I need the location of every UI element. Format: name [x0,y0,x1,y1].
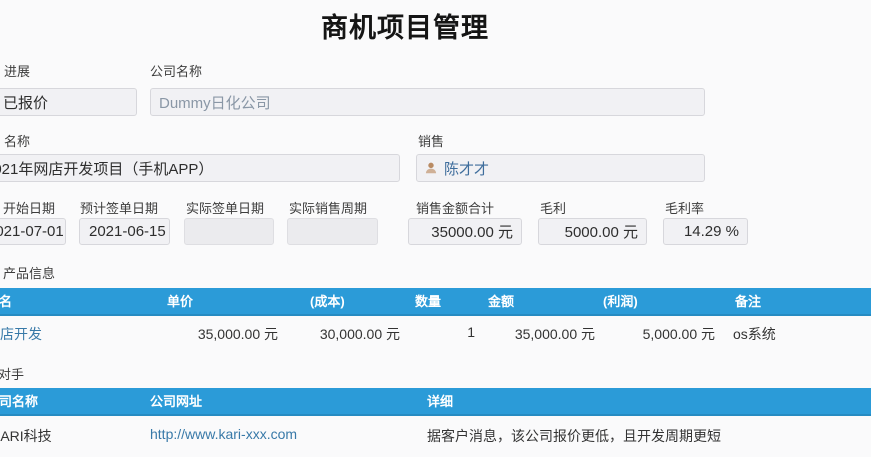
actual-sign-date-label: 实际签单日期 [186,201,265,216]
competitor-name: KARI科技 [0,428,52,444]
actual-sales-cycle-label: 实际销售周期 [289,201,368,216]
gross-margin-value: 14.29 % [683,223,739,240]
product-col-cost: (成本) [310,294,345,309]
product-col-name: 品名 [0,294,13,309]
gross-profit-label: 毛利 [540,201,567,216]
company-name-input[interactable]: Dummy日化公司 [150,88,705,116]
actual-sales-cycle-input[interactable] [287,218,378,245]
gross-margin-input[interactable]: 14.29 % [663,218,748,245]
product-table-header: 品名 单价 (成本) 数量 金额 (利润) 备注 [0,288,871,316]
start-date-label: 开始日期 [3,201,56,216]
product-col-profit: (利润) [603,294,638,309]
company-name-label: 公司名称 [150,64,203,79]
gross-profit-value: 5000.00 元 [564,224,638,241]
actual-sign-date-input[interactable] [184,218,274,245]
sales-input[interactable]: 陈才才 [416,154,705,182]
project-name-input[interactable]: 2021年网店开发项目（手机APP） [0,154,400,182]
product-note: os系统 [733,326,776,342]
person-icon [424,161,438,175]
product-col-amount: 金额 [488,294,515,309]
competitor-col-url: 公司网址 [150,394,203,409]
product-profit: 5,000.00 元 [642,326,715,342]
sales-value[interactable]: 陈才才 [444,160,490,178]
page-title: 商机项目管理 [321,13,489,43]
sales-label: 销售 [418,134,445,149]
start-date-value: 2021-07-01 [0,223,64,240]
product-qty: 1 [467,324,475,340]
competitor-detail: 据客户消息，该公司报价更低，且开发周期更短 [427,428,721,444]
product-section-title: 产品信息 [3,266,56,281]
product-col-note: 备注 [735,294,762,309]
sales-amount-total-input[interactable]: 35000.00 元 [408,218,522,245]
gross-profit-input[interactable]: 5000.00 元 [538,218,647,245]
project-name-value: 2021年网店开发项目（手机APP） [0,160,214,178]
progress-input[interactable]: 已报价 [0,88,137,116]
competitor-url-link[interactable]: http://www.kari-xxx.com [150,426,298,442]
competitor-col-detail: 详细 [427,394,454,409]
product-col-qty: 数量 [415,294,442,309]
product-name-link[interactable]: 网店开发 [0,326,42,342]
competitor-col-name: 公司名称 [0,394,39,409]
gross-margin-label: 毛利率 [665,201,705,216]
product-unit-price: 35,000.00 元 [197,326,278,342]
product-amount: 35,000.00 元 [514,326,595,342]
progress-label: 进展 [4,64,31,79]
product-col-unit-price: 单价 [167,294,194,309]
product-cost: 30,000.00 元 [319,326,400,342]
company-name-value: Dummy日化公司 [159,94,271,112]
expected-sign-date-input[interactable]: 2021-06-15 [79,218,170,245]
sales-amount-total-value: 35000.00 元 [431,224,513,241]
sales-amount-total-label: 销售金额合计 [416,201,495,216]
progress-value: 已报价 [3,94,49,112]
competitor-section-title: 竞争对手 [0,367,25,382]
expected-sign-date-value: 2021-06-15 [89,223,166,240]
competitor-table-header: 公司名称 公司网址 详细 [0,388,871,416]
expected-sign-date-label: 预计签单日期 [80,201,159,216]
project-name-label: 名称 [4,134,31,149]
start-date-input[interactable]: 2021-07-01 [0,218,66,245]
